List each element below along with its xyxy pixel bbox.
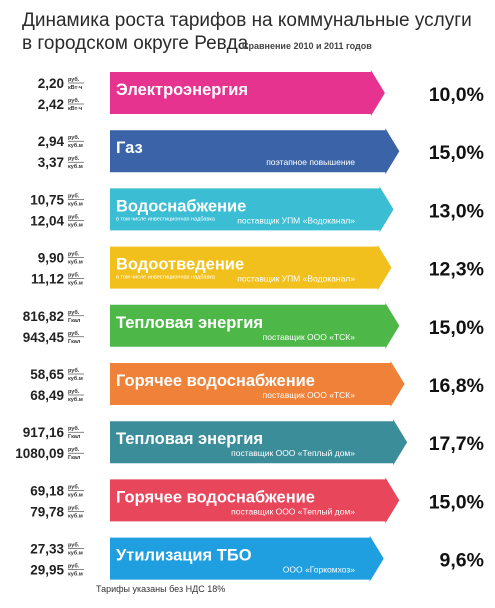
service-name-6: Горячее водоснабжение [116,372,315,390]
unit-top-2011-4: руб. [68,272,80,279]
service-name-1: Электроэнергия [116,81,248,99]
growth-label-1: 10,0% [429,84,484,106]
unit-bottom-2010-1: кВт·ч [68,85,82,91]
unit-top-2010-8: руб. [68,483,80,490]
unit-bottom-2011-7: Гкал [68,455,81,461]
unit-top-2011-3: руб. [68,213,80,220]
price-2011-4: 11,12 [31,272,64,287]
unit-bottom-2011-6: куб.м [68,396,83,403]
price-2010-9: 27,33 [30,542,64,557]
unit-top-2011-5: руб. [68,330,80,337]
unit-bottom-2011-9: куб.м [68,571,83,578]
price-2010-8: 69,18 [30,483,64,498]
unit-bottom-2010-4: куб.м [68,259,83,266]
price-2011-2: 3,37 [38,155,64,170]
unit-bottom-2011-3: куб.м [68,221,83,228]
growth-label-5: 15,0% [429,317,484,339]
unit-top-2011-9: руб. [68,563,80,570]
unit-bottom-2011-1: кВт·ч [68,106,82,112]
unit-top-2010-7: руб. [68,425,80,432]
growth-arrow-9 [110,535,384,582]
service-name-2: Газ [116,139,143,157]
price-2010-7: 917,16 [23,425,65,440]
growth-label-6: 16,8% [429,375,484,397]
growth-arrow-1 [110,70,385,116]
service-note-4: в том числе инвестиционная надбавка [116,275,216,281]
unit-bottom-2010-3: куб.м [68,200,83,207]
unit-top-2010-2: руб. [68,134,80,141]
growth-label-2: 15,0% [429,142,484,164]
price-2010-6: 58,65 [30,367,64,382]
growth-label-3: 13,0% [429,200,484,222]
supplier-4: поставщик УПМ «Водоканал» [237,274,355,284]
supplier-7: поставщик ООО «Теплый дом» [231,448,355,458]
unit-top-2010-4: руб. [68,251,80,258]
unit-bottom-2011-4: куб.м [68,280,83,287]
unit-top-2011-2: руб. [68,155,80,162]
growth-arrow-6 [110,361,405,407]
unit-bottom-2010-8: куб.м [68,491,83,498]
unit-top-2010-5: руб. [68,309,80,316]
unit-top-2011-1: руб. [68,97,80,104]
unit-bottom-2010-7: Гкал [68,434,81,440]
service-name-7: Тепловая энергия [116,430,263,448]
chart-subtitle: Сравнение 2010 и 2011 годов [242,41,372,51]
chart-title-line2: в городском округе Ревда [22,33,249,54]
service-name-9: Утилизация ТБО [116,547,252,565]
growth-label-4: 12,3% [429,259,484,281]
service-name-5: Тепловая энергия [116,314,263,332]
growth-arrow-2 [110,128,400,175]
price-2010-4: 9,90 [38,251,64,266]
supplier-2: поэтапное повышение [266,157,355,167]
price-2011-6: 68,49 [30,388,64,403]
supplier-3: поставщик УПМ «Водоканал» [237,215,355,225]
growth-label-7: 17,7% [429,433,484,455]
unit-bottom-2011-2: куб.м [68,163,83,170]
service-name-4: Водоотведение [116,256,244,274]
price-2011-9: 29,95 [30,563,64,578]
growth-label-8: 15,0% [429,491,484,513]
unit-bottom-2011-5: Гкал [68,339,81,345]
unit-bottom-2011-8: куб.м [68,512,83,519]
unit-top-2010-9: руб. [68,542,80,549]
service-note-3: в том числе инвестиционная надбавка [116,216,216,222]
supplier-9: ООО «Горкомхоз» [283,565,355,575]
chart-title-line1: Динамика роста тарифов на коммунальные у… [22,10,472,31]
unit-bottom-2010-6: куб.м [68,375,83,382]
growth-arrow-3 [110,186,394,233]
unit-bottom-2010-5: Гкал [68,318,81,324]
service-name-3: Водоснабжение [116,197,246,215]
price-2011-8: 79,78 [30,504,64,519]
growth-arrow-8 [110,477,400,524]
unit-top-2011-6: руб. [68,388,80,395]
service-name-8: Горячее водоснабжение [116,488,315,506]
price-2010-3: 10,75 [30,192,64,207]
growth-arrow-5 [110,302,400,349]
unit-bottom-2010-9: куб.м [68,550,83,557]
unit-top-2011-7: руб. [68,446,80,453]
price-2011-7: 1080,09 [15,446,64,461]
price-2010-5: 816,82 [23,309,64,324]
growth-arrow-7 [110,419,408,466]
supplier-8: поставщик ООО «Теплый дом» [231,506,355,516]
unit-bottom-2010-2: куб.м [68,142,83,149]
footnote: Тарифы указаны без НДС 18% [96,584,226,594]
supplier-6: поставщик ООО «ТСК» [263,390,356,400]
supplier-5: поставщик ООО «ТСК» [263,332,356,342]
growth-label-9: 9,6% [440,550,484,572]
unit-top-2010-3: руб. [68,192,80,199]
price-2011-5: 943,45 [23,330,65,345]
growth-arrow-4 [110,244,392,291]
price-2011-3: 12,04 [30,213,64,228]
unit-top-2010-6: руб. [68,367,80,374]
price-2011-1: 2,42 [38,97,64,112]
unit-top-2011-8: руб. [68,504,80,511]
price-2010-1: 2,20 [38,76,64,91]
price-2010-2: 2,94 [38,134,65,149]
unit-top-2010-1: руб. [68,76,80,83]
